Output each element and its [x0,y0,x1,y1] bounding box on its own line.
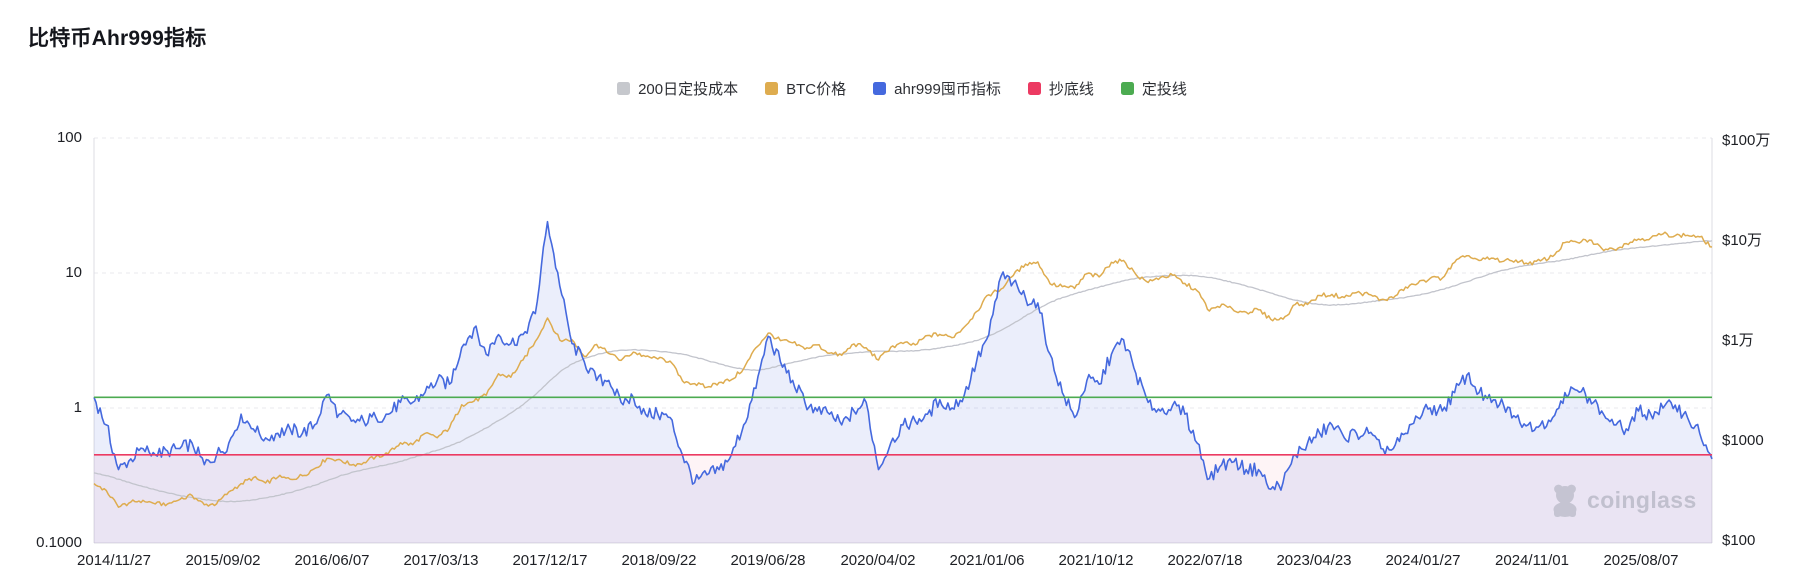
x-axis-label: 2024/11/01 [1495,552,1569,569]
legend-swatch-invest [1120,82,1134,95]
legend-swatch-buy [1027,82,1041,95]
y-axis-left-label: 100 [56,129,82,146]
y-axis-right-label: $1万 [1722,332,1754,349]
x-axis-label: 2018/09/22 [621,552,697,569]
legend-label: ahr999囤币指标 [894,81,1001,98]
x-axis-label: 2016/06/07 [294,552,370,569]
legend-item-btc[interactable]: BTC价格 [765,78,846,99]
legend-swatch-ahr999 [873,82,887,95]
x-axis-label: 2025/08/07 [1603,552,1679,569]
x-axis-label: 2021/01/06 [949,552,1025,569]
x-axis-label: 2019/06/28 [730,552,806,569]
series-dca200-line [93,240,1713,503]
y-axis-left-label: 1 [73,399,82,416]
legend-label: 定投线 [1141,81,1187,98]
series-ahr999-line [93,220,1713,491]
x-axis-label: 2024/01/27 [1385,552,1461,569]
x-axis-label: 2015/09/02 [185,552,261,569]
y-axis-right-label: $1000 [1722,432,1764,449]
legend-swatch-dca200 [617,82,631,95]
x-axis-label: 2021/10/12 [1058,552,1134,569]
x-axis-label: 2022/07/18 [1167,552,1243,569]
y-axis-left-label: 10 [65,264,82,281]
legend-label: 抄底线 [1048,81,1094,98]
legend-item-ahr999[interactable]: ahr999囤币指标 [873,78,1001,99]
ahr999-area-fill [94,221,1712,543]
x-axis-label: 2014/11/27 [77,552,151,569]
y-axis-right-label: $10万 [1722,232,1763,249]
legend-item-dca200[interactable]: 200日定投成本 [617,78,738,99]
chart-legend: 200日定投成本 BTC价格 ahr999囤币指标 抄底线 定投线 [0,78,1804,99]
series-btc-price-line [93,231,1713,508]
y-axis-left-label: 0.1000 [36,534,82,551]
legend-label: 200日定投成本 [638,81,739,98]
legend-label: BTC价格 [786,81,847,98]
page-title: 比特币Ahr999指标 [28,27,207,50]
x-axis-label: 2023/04/23 [1276,552,1352,569]
x-axis-label: 2017/03/13 [403,552,479,569]
x-axis-label: 2020/04/02 [840,552,916,569]
legend-swatch-btc [765,82,779,95]
y-axis-right-label: $100 [1722,532,1756,549]
legend-item-invest[interactable]: 定投线 [1120,78,1187,99]
y-axis-right-label: $100万 [1722,132,1771,149]
legend-item-buy[interactable]: 抄底线 [1027,78,1094,99]
x-axis-label: 2017/12/17 [512,552,588,569]
